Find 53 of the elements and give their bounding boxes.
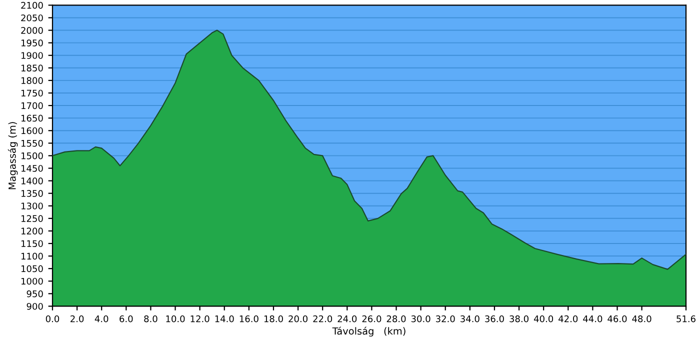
- y-axis-title: Magasság (m): [8, 122, 18, 190]
- x-tick-label: 40.0: [534, 315, 554, 322]
- x-tick-label: 42.0: [558, 315, 578, 322]
- x-tick-label: 28.0: [386, 315, 406, 322]
- y-tick-label: 2100: [21, 2, 43, 9]
- x-tick-label: 51.6: [676, 315, 696, 322]
- y-tick-label: 1000: [21, 278, 43, 285]
- x-tick-label: 18.0: [264, 315, 283, 322]
- y-tick-label: 1300: [21, 202, 43, 210]
- y-tick-label: 1100: [21, 252, 43, 260]
- x-tick-label: 26.0: [362, 315, 382, 322]
- x-tick-label: 24.0: [338, 315, 357, 322]
- y-tick-label: 1950: [21, 40, 43, 46]
- y-tick-label: 900: [26, 302, 43, 310]
- y-tick-label: 1250: [21, 215, 43, 222]
- x-tick-label: 30.0: [411, 315, 430, 322]
- x-tick-label: 46.0: [608, 315, 627, 322]
- y-tick-label: 1050: [21, 265, 43, 272]
- y-tick-label: 950: [26, 290, 43, 298]
- x-tick-label: 44.0: [583, 315, 602, 322]
- y-tick-label: 1550: [21, 140, 43, 147]
- x-tick-label: 14.0: [215, 315, 234, 322]
- y-tick-label: 1700: [21, 102, 43, 110]
- x-tick-label: 32.0: [436, 315, 455, 322]
- x-tick-label: 34.0: [460, 315, 480, 322]
- x-tick-label: 0.0: [46, 315, 60, 322]
- x-tick-label: 6.0: [120, 315, 133, 322]
- x-tick-label: 2.0: [70, 315, 84, 322]
- x-axis-title: Távolság (km): [332, 326, 406, 337]
- y-tick-label: 1800: [21, 77, 43, 84]
- y-tick-label: 1400: [21, 178, 43, 184]
- x-tick-label: 36.0: [485, 315, 504, 322]
- y-tick-label: 2000: [21, 27, 43, 34]
- y-tick-label: 1350: [21, 190, 43, 197]
- x-tick-label: 12.0: [190, 315, 210, 322]
- y-tick-label: 1200: [21, 228, 43, 235]
- x-tick-label: 38.0: [510, 315, 528, 322]
- y-tick-label: 1500: [21, 152, 43, 160]
- x-tick-label: 20.0: [288, 315, 308, 322]
- x-tick-label: 8.0: [144, 315, 158, 322]
- x-tick-label: 4.0: [94, 315, 108, 322]
- y-tick-label: 1900: [21, 52, 43, 59]
- y-tick-label: 1150: [21, 240, 43, 248]
- y-tick-label: 1600: [21, 127, 43, 134]
- y-tick-label: 1450: [21, 164, 43, 172]
- y-tick-label: 1650: [21, 114, 43, 122]
- x-tick-label: 22.0: [313, 315, 332, 322]
- x-tick-label: 10.0: [166, 315, 185, 322]
- y-tick-label: 2050: [21, 14, 43, 22]
- y-tick-label: 1850: [21, 64, 43, 72]
- y-tick-label: 1750: [21, 90, 43, 97]
- x-tick-label: 16.0: [240, 315, 258, 322]
- x-tick-label: 48.0: [632, 315, 652, 322]
